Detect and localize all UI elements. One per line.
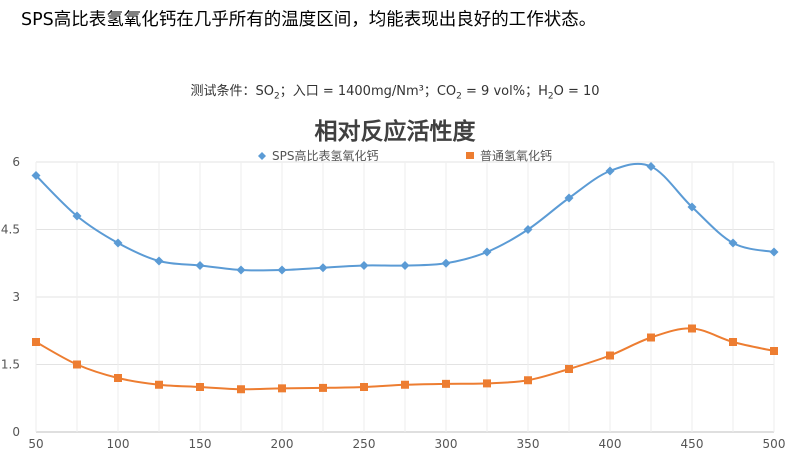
data-point: [319, 383, 327, 392]
x-tick-label: 500: [763, 437, 786, 451]
data-point: [32, 338, 40, 346]
data-point: [236, 265, 246, 275]
y-tick-label: 0: [12, 425, 20, 439]
data-point: [523, 225, 533, 234]
data-point: [688, 324, 696, 333]
data-point: [769, 247, 779, 257]
data-point: [154, 256, 164, 266]
data-point: [442, 379, 450, 388]
data-point: [524, 376, 532, 385]
data-point: [195, 261, 205, 270]
x-tick-label: 450: [681, 437, 704, 451]
subtitle-part: 测试条件：SO: [190, 84, 274, 99]
subtitle-part: O = 10: [553, 84, 600, 99]
data-point: [278, 384, 286, 393]
data-point: [728, 238, 738, 248]
data-point: [606, 351, 614, 360]
data-point: [114, 374, 122, 382]
data-point: [277, 265, 287, 275]
headline: SPS高比表氢氧化钙在几乎所有的温度区间，均能表现出良好的工作状态。: [21, 10, 597, 30]
data-point: [483, 379, 491, 388]
legend-label: 普通氢氧化钙: [480, 148, 552, 163]
legend-diamond-marker: [258, 152, 266, 160]
subtitle-part: ；入口 = 1400mg/Nm³；CO: [279, 84, 457, 99]
data-point: [318, 263, 328, 273]
data-point: [360, 383, 368, 391]
x-tick-label: 150: [189, 437, 212, 451]
data-point: [647, 333, 655, 342]
data-point: [770, 347, 778, 355]
data-point: [564, 193, 574, 203]
data-point: [113, 238, 123, 248]
data-point: [687, 202, 697, 212]
data-point: [482, 247, 492, 257]
chart-title: 相对反应活性度: [315, 118, 477, 145]
x-tick-label: 350: [517, 437, 540, 451]
y-tick-label: 3: [12, 290, 20, 304]
data-point: [196, 383, 204, 391]
y-tick-label: 4.5: [1, 223, 20, 237]
legend-square-marker: [466, 152, 474, 159]
data-point: [401, 380, 409, 389]
data-point: [646, 162, 656, 171]
data-point: [441, 258, 451, 268]
data-point: [237, 385, 245, 394]
x-tick-label: 50: [28, 437, 43, 451]
data-point: [72, 211, 82, 221]
y-tick-label: 1.5: [1, 358, 20, 372]
subtitle-part: = 9 vol%；H: [461, 84, 548, 99]
data-point: [565, 365, 573, 373]
x-tick-label: 300: [435, 437, 458, 451]
data-point: [605, 166, 615, 176]
subtitle-part: 2: [547, 91, 554, 102]
data-point: [155, 380, 163, 389]
data-point: [359, 261, 369, 270]
subtitle-part: 2: [273, 91, 280, 102]
x-tick-label: 250: [353, 437, 376, 451]
x-tick-label: 100: [107, 437, 130, 451]
legend-label: SPS高比表氢氧化钙: [272, 148, 378, 163]
data-point: [31, 171, 41, 180]
data-point: [73, 360, 81, 369]
subtitle-part: 2: [456, 91, 462, 102]
data-point: [729, 338, 737, 346]
x-tick-label: 200: [271, 437, 294, 451]
y-tick-label: 6: [12, 155, 20, 169]
x-tick-label: 400: [599, 437, 622, 451]
test-conditions: 测试条件：SO2；入口 = 1400mg/Nm³；CO2 = 9 vol%；H2…: [0, 80, 790, 102]
data-point: [400, 261, 410, 270]
